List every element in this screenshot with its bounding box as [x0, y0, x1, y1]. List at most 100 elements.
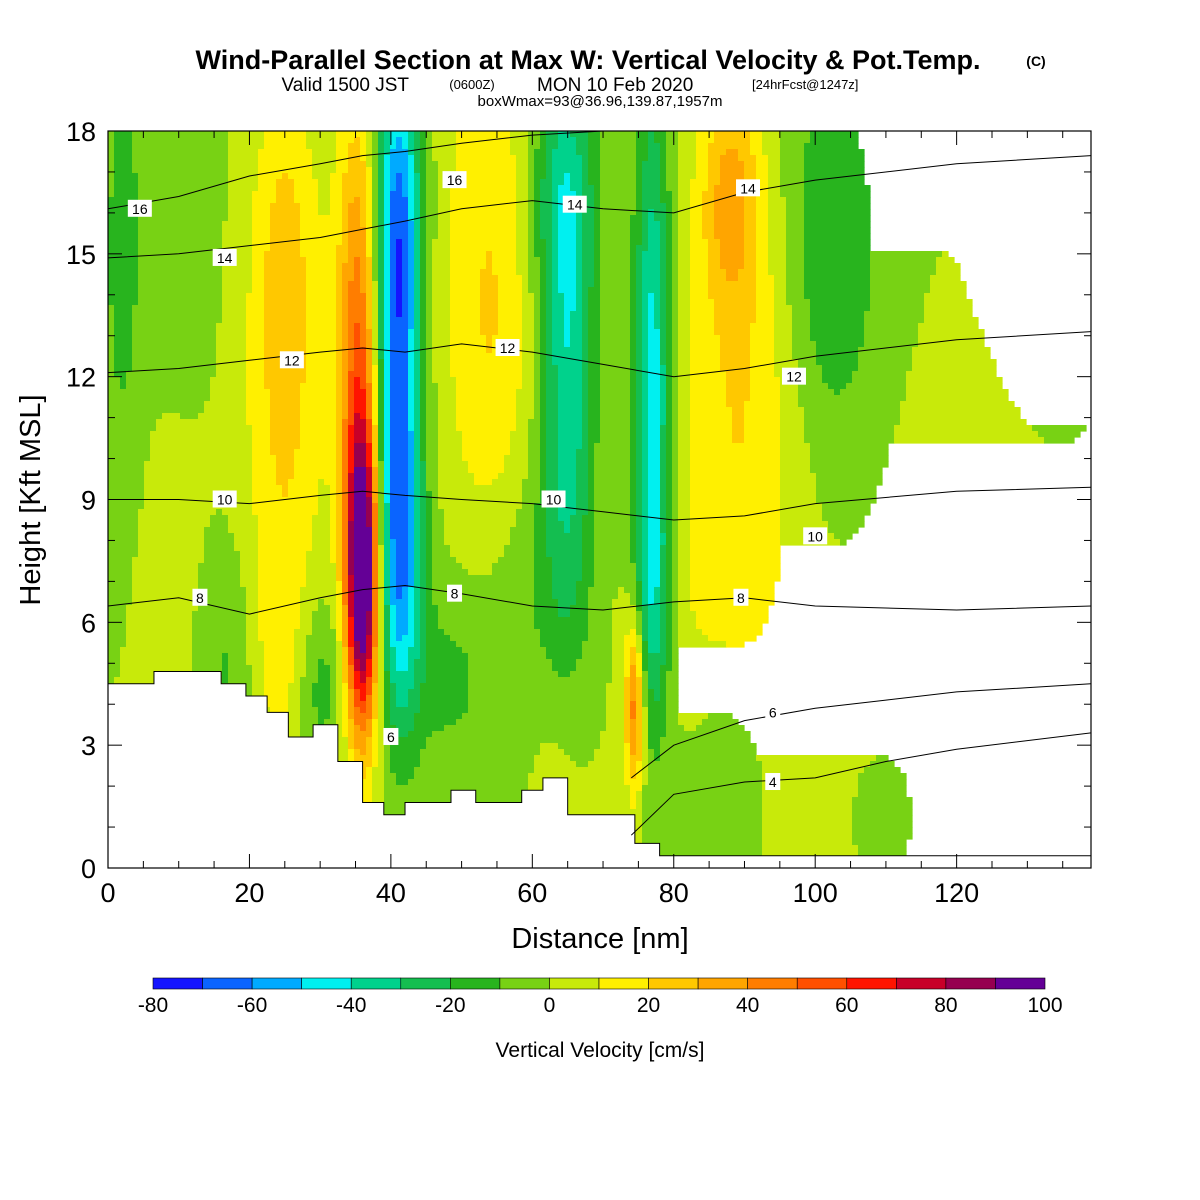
field-cell — [312, 629, 337, 636]
field-cell — [726, 377, 751, 384]
field-cell — [108, 629, 127, 636]
field-cell — [486, 347, 493, 354]
field-cell — [564, 299, 577, 306]
field-cell — [390, 665, 397, 672]
field-cell — [348, 437, 355, 444]
field-cell — [642, 227, 649, 234]
field-cell — [246, 587, 259, 594]
field-cell — [222, 227, 253, 234]
field-cell — [132, 347, 217, 354]
field-cell — [144, 467, 253, 474]
field-cell — [348, 473, 355, 480]
field-cell — [366, 155, 373, 162]
field-cell — [576, 581, 595, 588]
field-cell — [546, 323, 553, 330]
field-cell — [426, 617, 439, 624]
field-cell — [678, 431, 691, 438]
field-cell — [528, 209, 535, 216]
field-cell — [414, 329, 421, 336]
field-cell — [390, 137, 397, 144]
field-cell — [378, 611, 385, 618]
field-cell — [366, 323, 373, 330]
field-cell — [372, 533, 379, 540]
field-cell — [420, 443, 427, 450]
field-cell — [630, 413, 637, 420]
field-cell — [600, 425, 631, 432]
field-cell — [678, 287, 691, 294]
field-cell — [432, 353, 451, 360]
field-cell — [420, 377, 427, 384]
field-cell — [582, 437, 589, 444]
field-cell — [762, 767, 865, 774]
field-cell — [690, 527, 781, 534]
field-cell — [372, 173, 379, 180]
field-cell — [690, 485, 781, 492]
field-cell — [534, 383, 541, 390]
field-cell — [816, 473, 883, 480]
field-cell — [588, 371, 601, 378]
field-cell — [582, 227, 595, 234]
field-cell — [426, 419, 439, 426]
field-cell — [822, 503, 871, 510]
field-cell — [372, 785, 385, 792]
field-cell — [282, 173, 289, 180]
field-cell — [390, 287, 397, 294]
field-cell — [408, 545, 415, 552]
field-cell — [642, 269, 661, 276]
field-cell — [414, 227, 421, 234]
field-cell — [636, 545, 643, 552]
field-cell — [342, 581, 349, 588]
field-cell — [546, 485, 559, 492]
field-cell — [342, 509, 349, 516]
field-cell — [600, 143, 637, 150]
field-cell — [336, 155, 349, 162]
field-cell — [588, 359, 601, 366]
field-cell — [450, 197, 517, 204]
field-cell — [552, 575, 583, 582]
field-cell — [678, 455, 691, 462]
field-cell — [918, 329, 985, 336]
field-cell — [672, 347, 679, 354]
field-cell — [396, 305, 403, 312]
field-cell — [462, 437, 511, 444]
field-cell — [642, 707, 649, 714]
field-cell — [630, 509, 637, 516]
field-cell — [378, 455, 385, 462]
field-cell — [264, 653, 295, 660]
field-cell — [666, 257, 673, 264]
field-cell — [552, 203, 559, 210]
field-cell — [642, 827, 763, 834]
field-cell — [384, 293, 391, 300]
field-cell — [696, 623, 763, 630]
field-cell — [108, 473, 145, 480]
field-cell — [678, 203, 691, 210]
field-cell — [390, 623, 397, 630]
field-cell — [450, 233, 517, 240]
field-cell — [576, 281, 583, 288]
field-cell — [420, 611, 427, 618]
field-cell — [588, 137, 601, 144]
field-cell — [534, 539, 547, 546]
field-cell — [420, 539, 427, 546]
field-cell — [546, 437, 559, 444]
field-cell — [108, 317, 115, 324]
field-cell — [108, 239, 139, 246]
field-cell — [678, 167, 697, 174]
field-cell — [588, 131, 601, 138]
field-cell — [660, 527, 667, 534]
field-cell — [336, 665, 343, 672]
field-cell — [408, 311, 415, 318]
field-cell — [660, 467, 667, 474]
field-cell — [900, 419, 1027, 426]
field-cell — [138, 185, 229, 192]
field-cell — [540, 275, 547, 282]
field-cell — [372, 599, 379, 606]
field-cell — [414, 305, 421, 312]
field-cell — [348, 311, 367, 318]
field-cell — [348, 245, 367, 252]
field-cell — [390, 479, 409, 486]
colorbar-tick-label: 20 — [637, 994, 660, 1017]
field-cell — [582, 383, 589, 390]
field-cell — [780, 173, 805, 180]
x-axis-label: Distance [nm] — [511, 923, 688, 955]
